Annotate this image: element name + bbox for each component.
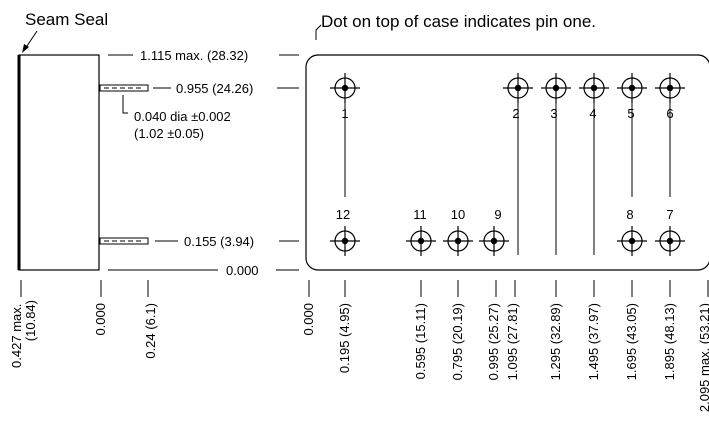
pin-11: 11: [406, 207, 436, 256]
pin-number-7: 7: [666, 207, 673, 222]
pin-reference-lines: [344, 101, 671, 255]
dim-zero-label: 0.000: [226, 263, 259, 278]
pin-number-11: 11: [413, 207, 427, 222]
pin-12: 12: [330, 207, 360, 256]
dim-side-depth-label: 0.427 max. (10.84): [9, 300, 38, 368]
pin-7: 7: [655, 207, 685, 256]
pin-3: 3: [541, 73, 571, 121]
dim-top-8: 1.695 (43.05): [624, 303, 639, 380]
bottom-dimension-labels: 0.000 0.24 (6.1) 0.000 0.195 (4.95) 0.595 (1…: [93, 303, 709, 412]
pin-10: 10: [443, 207, 473, 256]
pin-8: 8: [617, 207, 647, 256]
dim-side-1: 0.000: [93, 303, 108, 336]
dim-top-0: 0.000: [301, 303, 316, 336]
pin-diameter-leader: [122, 95, 128, 114]
dim-top-5: 1.095 (27.81): [505, 303, 520, 380]
dim-top-10: 2.095 max. (53.21): [697, 303, 709, 412]
pin-number-3: 3: [550, 106, 557, 121]
dim-top-3: 0.795 (20.19): [450, 303, 465, 380]
dim-top-9: 1.895 (48.13): [662, 303, 677, 380]
pin-number-9: 9: [494, 207, 501, 222]
side-view-pin-top: [99, 84, 149, 92]
pin-4: 4: [579, 73, 609, 121]
seam-seal-arrow: [22, 30, 38, 53]
dim-bottom-pin-label: 0.155 (3.94): [184, 234, 254, 249]
bottom-dimension-ticks: [20, 280, 709, 297]
dim-top-1: 0.195 (4.95): [337, 303, 352, 373]
seam-seal-label: Seam Seal: [25, 10, 108, 29]
pin-2: 2: [503, 73, 533, 121]
pin-number-8: 8: [626, 207, 633, 222]
pin-number-6: 6: [666, 106, 673, 121]
dim-top-6: 1.295 (32.89): [548, 303, 563, 380]
side-view-body: [17, 54, 100, 271]
side-view-pin-bottom: [99, 237, 149, 245]
pin-one-note-leader: [315, 24, 322, 40]
top-view-outline: [305, 54, 709, 271]
dim-top-pin-label: 0.955 (24.26): [176, 81, 253, 96]
pin-number-5: 5: [627, 106, 634, 121]
pin-number-12: 12: [336, 207, 350, 222]
pin-6: 6: [655, 73, 685, 121]
pin-1: 1: [330, 73, 360, 121]
pin-diameter-label: 0.040 dia ±0.002: [134, 109, 231, 124]
pin-number-2: 2: [512, 106, 519, 121]
pin-number-4: 4: [589, 106, 596, 121]
pin-number-1: 1: [341, 106, 348, 121]
pin-5: 5: [617, 73, 647, 121]
dim-top-4: 0.995 (25.27): [486, 303, 501, 380]
pin-number-10: 10: [451, 207, 465, 222]
dim-top-7: 1.495 (37.97): [586, 303, 601, 380]
dim-side-2: 0.24 (6.1): [143, 303, 158, 359]
dim-top-2: 0.595 (15.11): [413, 303, 428, 379]
pin-9: 9: [479, 207, 509, 256]
pin-diameter-metric: (1.02 ±0.05): [134, 126, 204, 141]
dim-case-height-label: 1.115 max. (28.32): [140, 48, 248, 63]
pin-one-note: Dot on top of case indicates pin one.: [321, 12, 596, 31]
